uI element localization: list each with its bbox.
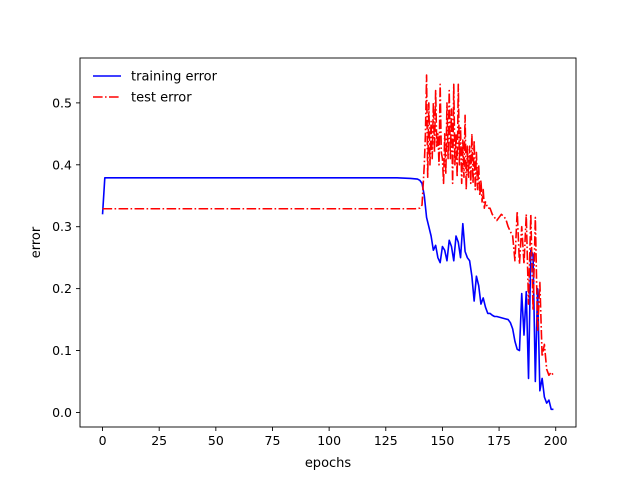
axes-background (80, 58, 576, 427)
x-tick-label: 175 (487, 433, 511, 448)
x-tick-label: 100 (317, 433, 341, 448)
y-tick-label: 0.1 (52, 343, 72, 358)
x-tick-label: 50 (208, 433, 224, 448)
legend-label: test error (131, 91, 192, 106)
x-tick-label: 75 (265, 433, 281, 448)
x-tick-label: 150 (430, 433, 454, 448)
axes-frame (79, 57, 577, 428)
y-axis-ticks: 0.0 0.1 0.2 0.3 0.4 0.5 (52, 95, 80, 420)
y-axis-label: error (29, 226, 44, 258)
series-line-training-error (101, 177, 554, 411)
x-tick-label: 25 (151, 433, 167, 448)
x-axis-label: epochs (305, 456, 352, 471)
y-tick-label: 0.3 (52, 219, 72, 234)
x-tick-label: 0 (99, 433, 107, 448)
series-layer (101, 74, 555, 411)
x-tick-label: 125 (374, 433, 398, 448)
y-tick-label: 0.4 (52, 157, 72, 172)
y-tick-label: 0.5 (52, 95, 72, 110)
x-tick-label: 200 (544, 433, 568, 448)
y-tick-label: 0.2 (52, 281, 72, 296)
x-axis-ticks: 0 25 50 75 100 125 150 175 200 (99, 427, 568, 448)
series-line-test-error (102, 74, 555, 377)
plot-area (79, 57, 577, 428)
legend: training error test error (93, 70, 218, 106)
y-tick-label: 0.0 (52, 405, 72, 420)
legend-label: training error (131, 70, 218, 85)
